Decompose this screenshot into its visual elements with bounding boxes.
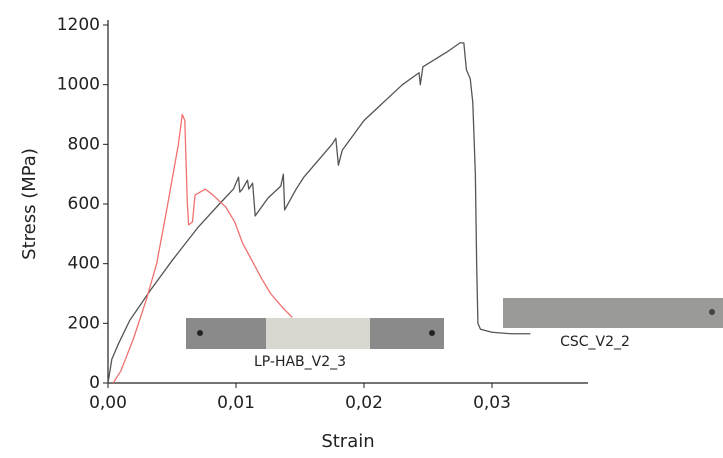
y-axis-title: Stress (MPa) xyxy=(19,148,40,260)
specimen-photo xyxy=(503,298,723,328)
series-label: LP-HAB_V2_3 xyxy=(254,354,346,370)
y-tick-label: 400 xyxy=(68,254,100,274)
x-tick-label: 0,00 xyxy=(89,393,127,413)
specimen-photo xyxy=(186,318,444,349)
y-tick-label: 1000 xyxy=(57,75,100,95)
y-tick-label: 200 xyxy=(68,313,100,333)
x-tick-label: 0,02 xyxy=(345,393,383,413)
x-tick-label: 0,01 xyxy=(217,393,255,413)
x-tick-label: 0,03 xyxy=(473,393,511,413)
y-tick-label: 800 xyxy=(68,134,100,154)
y-tick-label: 0 xyxy=(89,373,100,393)
x-axis-title: Strain xyxy=(321,431,374,452)
series-label: CSC_V2_2 xyxy=(560,334,630,350)
series-line xyxy=(112,113,293,384)
y-tick-label: 1200 xyxy=(57,15,100,35)
y-tick-label: 600 xyxy=(68,194,100,214)
series-line xyxy=(107,42,531,384)
